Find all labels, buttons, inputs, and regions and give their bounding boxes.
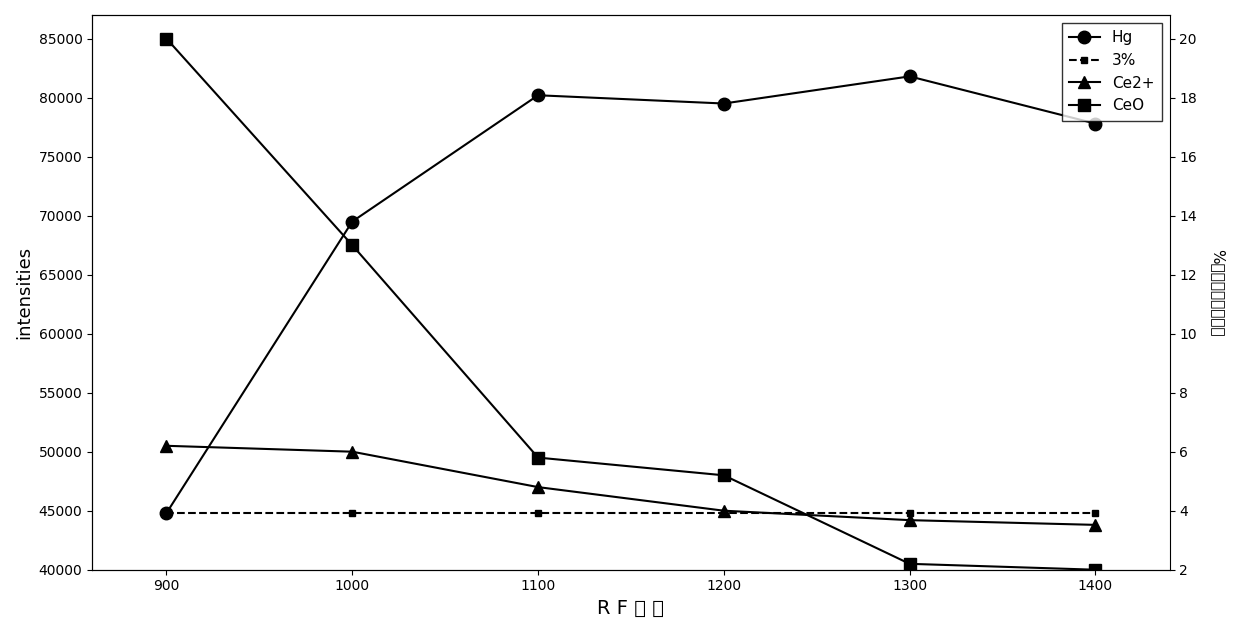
Ce2+ [159, 442, 174, 449]
3% [903, 510, 918, 517]
Line: CeO: CeO [160, 32, 1101, 576]
Ce2+ [531, 484, 546, 491]
Hg [159, 510, 174, 517]
Hg [903, 73, 918, 80]
CeO [531, 454, 546, 461]
CeO [903, 560, 918, 568]
Y-axis label: intensities: intensities [15, 246, 33, 339]
CeO [159, 35, 174, 42]
CeO [1087, 566, 1102, 573]
Ce2+ [903, 517, 918, 524]
Legend: Hg, 3%, Ce2+, CeO: Hg, 3%, Ce2+, CeO [1061, 23, 1162, 121]
Y-axis label: %氧化物比率（铈）: %氧化物比率（铈） [1210, 249, 1225, 336]
3% [345, 510, 360, 517]
3% [159, 510, 174, 517]
Line: Hg: Hg [160, 70, 1101, 519]
3% [1087, 510, 1102, 517]
Hg [345, 218, 360, 225]
Ce2+ [345, 448, 360, 456]
Hg [717, 100, 732, 108]
Line: Ce2+: Ce2+ [160, 439, 1101, 531]
CeO [345, 241, 360, 249]
Line: 3%: 3% [162, 510, 1099, 517]
3% [717, 510, 732, 517]
Hg [1087, 120, 1102, 127]
CeO [717, 472, 732, 479]
Ce2+ [717, 507, 732, 515]
X-axis label: R F 功 率: R F 功 率 [598, 599, 665, 618]
Ce2+ [1087, 521, 1102, 529]
Hg [531, 91, 546, 99]
3% [531, 510, 546, 517]
